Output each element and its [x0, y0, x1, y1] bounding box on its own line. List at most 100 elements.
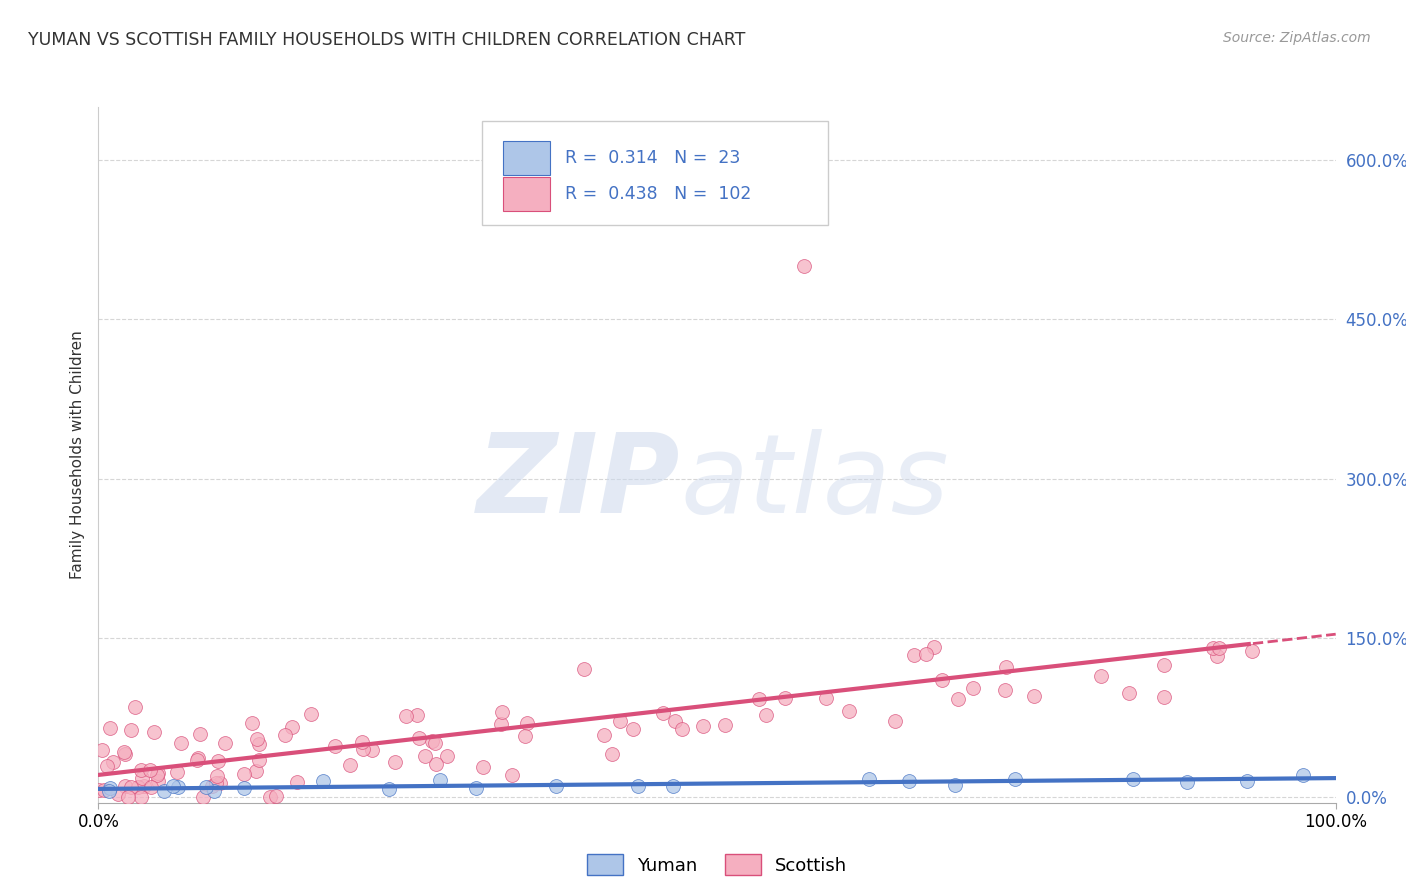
Point — [995, 660, 1018, 674]
Point — [436, 749, 458, 764]
Point — [131, 763, 153, 777]
Point — [232, 780, 254, 795]
Point — [299, 706, 322, 721]
Point — [201, 779, 224, 793]
Point — [187, 751, 209, 765]
Point — [209, 775, 232, 789]
Point — [1292, 767, 1315, 781]
Text: ZIP: ZIP — [477, 429, 681, 536]
Point — [325, 739, 347, 754]
Point — [139, 763, 162, 777]
Point — [352, 742, 374, 756]
Point — [101, 755, 124, 769]
Point — [423, 735, 446, 749]
Point — [755, 707, 778, 722]
Point — [131, 771, 153, 785]
Point — [1236, 774, 1258, 789]
Point — [114, 747, 136, 762]
Point — [1004, 772, 1026, 786]
Point — [425, 757, 447, 772]
Point — [129, 790, 152, 805]
Y-axis label: Family Households with Children: Family Households with Children — [69, 331, 84, 579]
Point — [1153, 658, 1175, 673]
Point — [214, 736, 236, 750]
Point — [773, 690, 796, 705]
Point — [1153, 690, 1175, 705]
Point — [378, 782, 401, 797]
Point — [931, 673, 953, 687]
Point — [146, 774, 169, 789]
Point — [1208, 640, 1230, 655]
Point — [609, 714, 631, 728]
Point — [1024, 690, 1046, 704]
Point — [748, 692, 770, 706]
Point — [513, 729, 536, 743]
Text: YUMAN VS SCOTTISH FAMILY HOUSEHOLDS WITH CHILDREN CORRELATION CHART: YUMAN VS SCOTTISH FAMILY HOUSEHOLDS WITH… — [28, 31, 745, 49]
Point — [152, 784, 174, 798]
Point — [124, 700, 146, 714]
Point — [627, 779, 650, 793]
Point — [162, 779, 184, 793]
FancyBboxPatch shape — [503, 178, 550, 211]
Point — [120, 780, 142, 794]
Point — [98, 721, 121, 735]
Point — [93, 783, 115, 797]
Point — [815, 691, 838, 706]
Point — [186, 753, 208, 767]
Point — [98, 781, 121, 796]
Point — [247, 737, 270, 751]
Point — [247, 753, 270, 767]
Point — [114, 779, 136, 793]
Point — [491, 717, 513, 731]
Point — [312, 773, 335, 788]
Point — [87, 783, 110, 797]
Text: atlas: atlas — [681, 429, 949, 536]
Point — [915, 647, 938, 661]
Point — [408, 731, 430, 745]
Point — [662, 779, 685, 793]
Point — [207, 754, 229, 768]
Point — [139, 780, 162, 795]
Point — [671, 722, 693, 736]
Point — [339, 758, 361, 772]
Point — [194, 780, 217, 794]
Text: R =  0.314   N =  23: R = 0.314 N = 23 — [565, 149, 740, 167]
Point — [127, 780, 149, 794]
Point — [600, 747, 623, 762]
Point — [117, 790, 139, 805]
Point — [240, 715, 263, 730]
Point — [464, 780, 486, 795]
Point — [501, 768, 523, 782]
Point — [413, 749, 436, 764]
Point — [1122, 772, 1144, 787]
Point — [120, 723, 142, 738]
Point — [1206, 649, 1229, 664]
Point — [429, 773, 451, 788]
Point — [170, 736, 193, 750]
Point — [202, 784, 225, 798]
Point — [420, 734, 443, 748]
Point — [98, 784, 121, 798]
Point — [384, 755, 406, 769]
Text: R =  0.438   N =  102: R = 0.438 N = 102 — [565, 185, 751, 203]
Point — [903, 648, 925, 663]
Point — [574, 662, 596, 676]
Point — [516, 715, 538, 730]
Point — [994, 683, 1017, 698]
Point — [1090, 669, 1112, 683]
FancyBboxPatch shape — [503, 141, 550, 175]
Point — [245, 764, 267, 778]
Point — [134, 779, 156, 793]
Point — [884, 714, 907, 728]
Point — [191, 790, 214, 805]
Point — [361, 743, 384, 757]
Point — [274, 728, 297, 742]
Point — [259, 790, 281, 805]
Point — [96, 759, 118, 773]
Point — [664, 714, 686, 728]
Point — [245, 732, 267, 747]
Point — [280, 720, 302, 734]
Legend: Yuman, Scottish: Yuman, Scottish — [578, 846, 856, 884]
Point — [838, 705, 860, 719]
Point — [190, 726, 212, 740]
